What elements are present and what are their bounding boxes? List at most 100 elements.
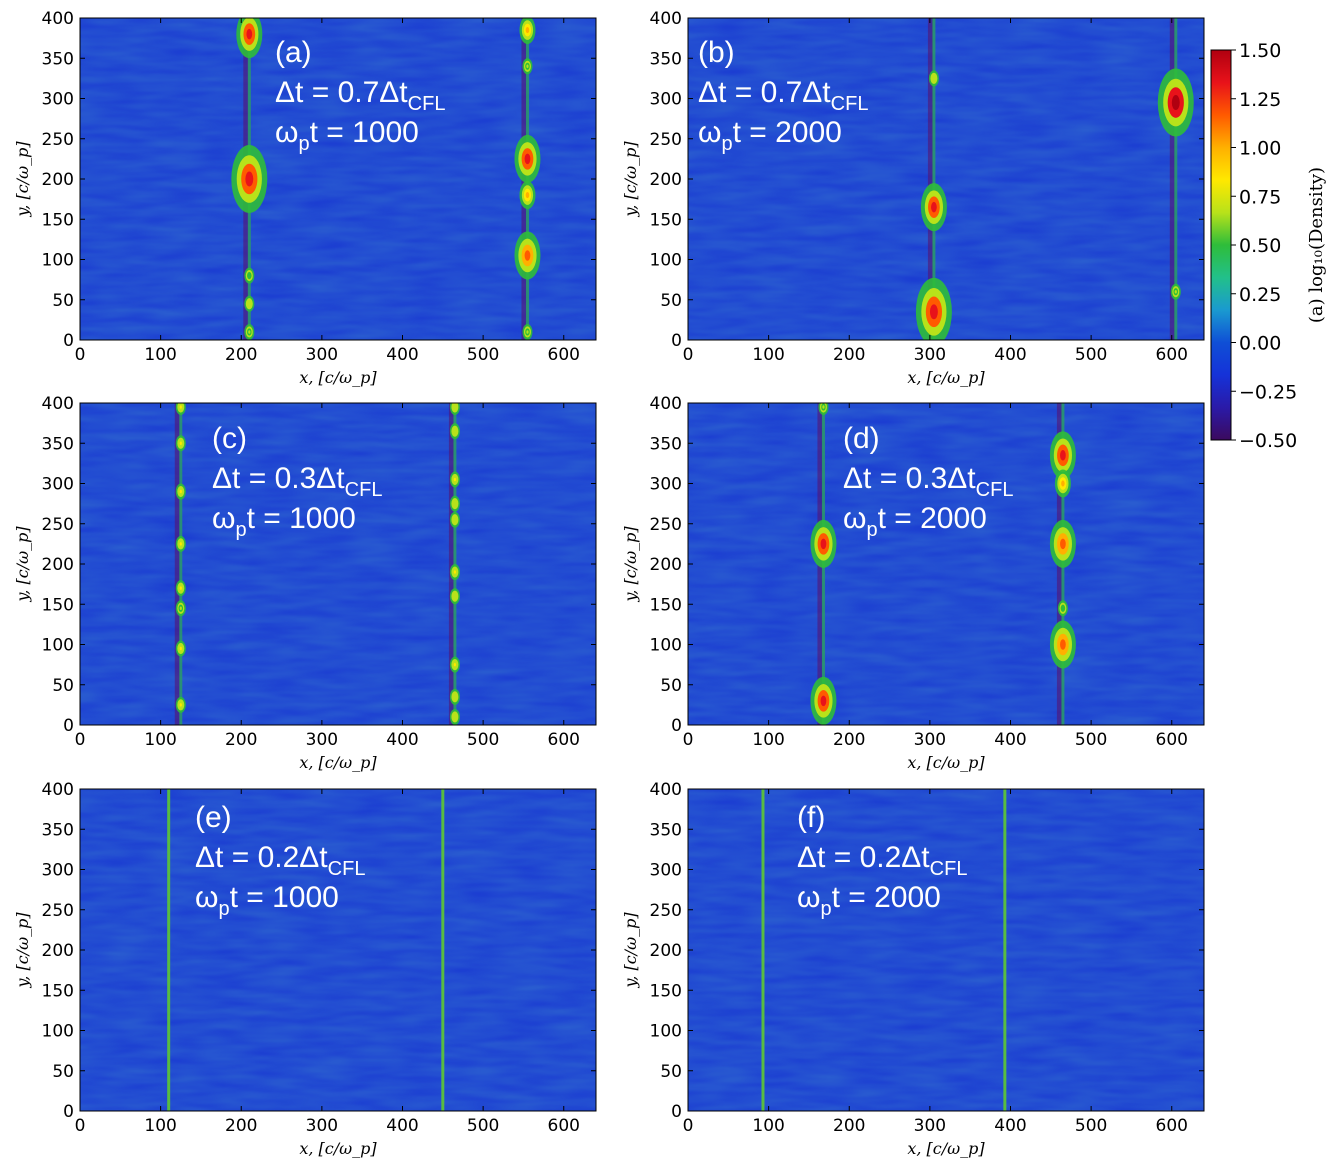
density-blob-peak <box>453 517 457 522</box>
heatmap-area <box>80 789 596 1111</box>
x-tick-label: 500 <box>467 730 499 750</box>
x-tick-label: 600 <box>1156 730 1188 750</box>
filament-line <box>761 789 765 1111</box>
timestep-label: Δt = 0.3ΔtCFL <box>843 462 1013 501</box>
y-tick-label: 200 <box>650 555 682 575</box>
y-tick-label: 50 <box>660 1062 682 1082</box>
panel-label: (d) <box>843 422 880 455</box>
panel-label: (e) <box>195 801 232 834</box>
x-tick-label: 100 <box>752 1116 784 1136</box>
x-tick-label: 0 <box>683 345 694 365</box>
density-blob-peak <box>1174 289 1177 294</box>
y-tick-label: 100 <box>650 1022 682 1042</box>
density-blob-peak <box>1060 639 1066 650</box>
y-tick-label: 150 <box>650 595 682 615</box>
x-axis-label: x, [c/ω_p] <box>907 368 985 387</box>
x-tick-label: 200 <box>225 730 257 750</box>
density-blob-peak <box>248 330 251 334</box>
x-tick-label: 100 <box>144 345 176 365</box>
y-tick-label: 300 <box>650 475 682 495</box>
density-blob-peak <box>932 76 936 81</box>
x-tick-label: 200 <box>833 730 865 750</box>
heatmap-area <box>688 18 1204 340</box>
density-blob-peak <box>929 304 938 320</box>
x-tick-label: 100 <box>752 345 784 365</box>
x-tick-label: 400 <box>994 730 1026 750</box>
x-tick-label: 600 <box>548 345 580 365</box>
y-tick-label: 150 <box>650 210 682 230</box>
x-axis-label: x, [c/ω_p] <box>299 1139 377 1158</box>
y-tick-label: 0 <box>63 1102 74 1122</box>
x-tick-label: 100 <box>752 730 784 750</box>
x-axis-label: x, [c/ω_p] <box>299 753 377 772</box>
filament-line <box>453 403 457 725</box>
y-tick-label: 400 <box>650 9 682 29</box>
density-blob-peak <box>453 501 457 506</box>
x-tick-label: 200 <box>225 345 257 365</box>
y-tick-label: 250 <box>42 130 74 150</box>
y-tick-label: 350 <box>650 434 682 454</box>
y-tick-label: 200 <box>42 170 74 190</box>
heatmap-area <box>688 789 1204 1111</box>
y-tick-label: 50 <box>52 676 74 696</box>
x-tick-label: 0 <box>75 730 86 750</box>
panel-b: 0 100 200 300 400 500 600 0 50 100 150 200 250 300 350… <box>621 9 1205 387</box>
y-tick-label: 0 <box>63 716 74 736</box>
filament-depletion <box>174 403 180 725</box>
y-axis-label: y, [c/ω_p] <box>13 141 32 218</box>
colorbar-tick-label: −0.50 <box>1239 430 1297 452</box>
density-blob-peak <box>525 192 530 199</box>
filament-depletion <box>448 403 454 725</box>
density-blob-peak <box>524 153 531 165</box>
timestep-label: Δt = 0.7ΔtCFL <box>275 76 445 115</box>
timestep-label: Δt = 0.2ΔtCFL <box>797 841 967 880</box>
heatmap-texture <box>688 403 1204 725</box>
timestep-label: Δt = 0.7ΔtCFL <box>698 76 868 115</box>
filament-line <box>179 403 183 725</box>
x-tick-label: 600 <box>548 1116 580 1136</box>
y-tick-label: 200 <box>650 170 682 190</box>
timestep-label: Δt = 0.2ΔtCFL <box>195 841 365 880</box>
density-blob-peak <box>245 171 254 187</box>
y-tick-label: 100 <box>650 251 682 271</box>
x-tick-label: 500 <box>1075 345 1107 365</box>
y-tick-label: 50 <box>52 291 74 311</box>
y-tick-label: 0 <box>63 331 74 351</box>
y-tick-label: 300 <box>42 90 74 110</box>
density-blob-peak <box>526 330 529 334</box>
y-tick-label: 0 <box>671 716 682 736</box>
y-tick-label: 400 <box>650 394 682 414</box>
density-blob-peak <box>453 594 457 598</box>
time-label: ωpt = 1000 <box>275 116 419 155</box>
panel-c: 0 100 200 300 400 500 600 0 50 100 150 200 250 300 350… <box>13 394 597 772</box>
x-tick-label: 600 <box>1156 1116 1188 1136</box>
x-tick-label: 0 <box>683 1116 694 1136</box>
density-blob-peak <box>179 542 182 546</box>
x-tick-label: 0 <box>75 1116 86 1136</box>
x-tick-label: 600 <box>548 730 580 750</box>
filament-line <box>1174 18 1178 340</box>
heatmap-texture <box>688 18 1204 340</box>
colorbar-tick-label: 1.50 <box>1239 40 1281 62</box>
y-tick-label: 100 <box>650 636 682 656</box>
y-tick-label: 350 <box>42 434 74 454</box>
x-tick-label: 100 <box>144 1116 176 1136</box>
heatmap-texture <box>80 18 596 340</box>
y-tick-label: 400 <box>42 780 74 800</box>
colorbar-gradient <box>1210 49 1232 441</box>
x-tick-label: 300 <box>914 345 946 365</box>
colorbar-tick-label: 0.25 <box>1239 284 1281 306</box>
y-tick-label: 400 <box>650 780 682 800</box>
heatmap-area <box>80 18 596 340</box>
filament-line <box>441 789 445 1111</box>
x-tick-label: 200 <box>833 345 865 365</box>
y-tick-label: 250 <box>650 515 682 535</box>
y-tick-label: 250 <box>650 901 682 921</box>
density-blob-peak <box>248 273 251 278</box>
y-tick-label: 300 <box>650 861 682 881</box>
